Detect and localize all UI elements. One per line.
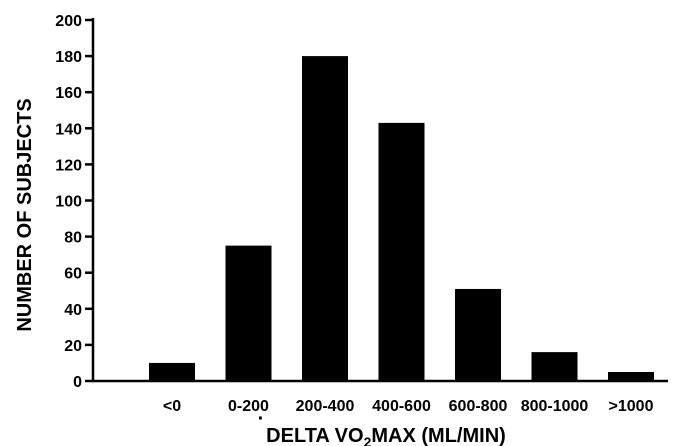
y-tick-label: 20 <box>64 338 82 355</box>
y-tick-label: 100 <box>55 194 82 211</box>
bar <box>531 352 578 381</box>
bar <box>302 56 348 381</box>
y-tick-label: 120 <box>55 157 82 174</box>
x-axis: <0 0-200 200-400 400-600 600-800 800-1000 >100… <box>92 379 668 415</box>
x-axis-title-dot: · <box>258 408 265 430</box>
y-tick-label: 180 <box>55 49 82 66</box>
y-tick-label: 60 <box>64 266 82 283</box>
x-tick-label: >1000 <box>609 398 654 415</box>
x-tick-label: <0 <box>163 398 181 415</box>
bar <box>225 245 272 381</box>
bar <box>608 371 654 381</box>
y-tick-label: 200 <box>55 13 82 30</box>
x-axis-title-suffix: MAX (ML/MIN) <box>371 425 505 446</box>
x-axis-title-prefix: DELTA V <box>266 425 349 446</box>
y-axis-title: NUMBER OF SUBJECTS <box>14 98 36 331</box>
y-tick-label: 40 <box>64 302 82 319</box>
x-tick-label: 600-800 <box>449 398 508 415</box>
x-axis-title-subscript: 2 <box>364 434 372 446</box>
x-tick-label: 200-400 <box>296 398 355 415</box>
bar <box>149 362 195 381</box>
y-tick-label: 80 <box>64 230 82 247</box>
y-tick-label: 0 <box>73 374 82 391</box>
y-axis: 0 20 40 60 80 100 120 140 160 180 200 <box>55 13 95 391</box>
x-axis-title-main: O <box>348 425 364 446</box>
x-axis-title: DELTA VO2MAX (ML/MIN) <box>266 425 506 446</box>
bar <box>378 122 425 381</box>
x-tick-label: 0-200 <box>228 398 269 415</box>
bar <box>455 288 501 381</box>
x-tick-label: 400-600 <box>372 398 431 415</box>
y-tick-label: 160 <box>55 85 82 102</box>
x-tick-label: 800-1000 <box>521 398 589 415</box>
bars-group <box>149 56 654 381</box>
axis-titles: NUMBER OF SUBJECTS DELTA VO2MAX (ML/MIN)… <box>14 98 506 446</box>
y-tick-label: 140 <box>55 121 82 138</box>
